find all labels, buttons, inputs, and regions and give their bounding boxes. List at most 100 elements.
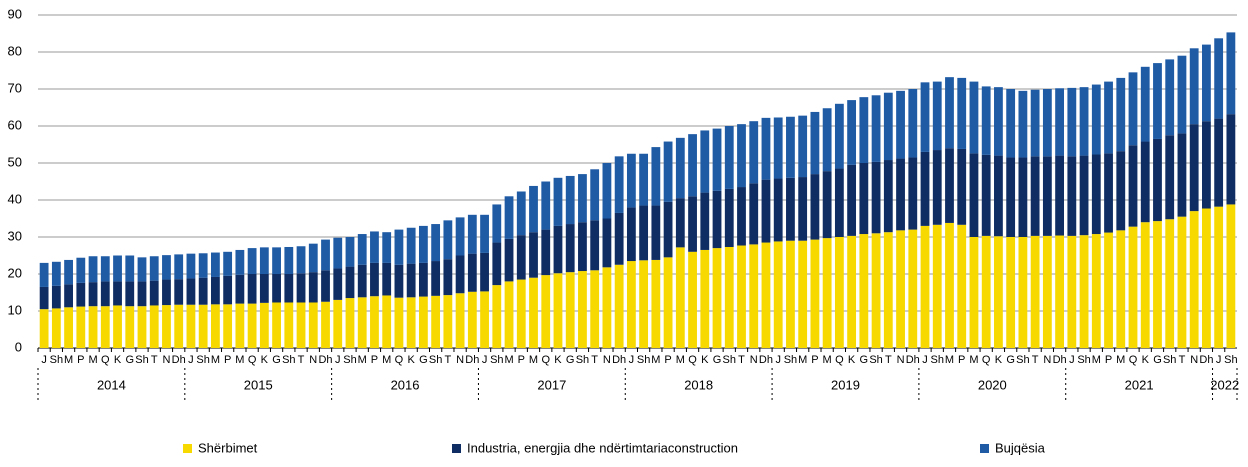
bar-segment xyxy=(847,100,857,165)
bar-segment xyxy=(749,244,759,348)
bar-segment xyxy=(1153,138,1162,222)
bar-segment xyxy=(1006,237,1016,348)
bar-segment xyxy=(1226,114,1236,205)
bar-segment xyxy=(1140,141,1150,223)
bar-segment xyxy=(945,148,954,223)
bar-segment xyxy=(51,261,61,286)
bar-segment xyxy=(688,251,697,348)
bar-segment xyxy=(308,272,318,303)
bar-segment xyxy=(994,236,1003,348)
bar-segment xyxy=(969,153,979,237)
y-tick-label: 60 xyxy=(8,117,22,132)
bar-segment xyxy=(516,235,526,280)
bar-segment xyxy=(883,160,893,233)
bar-segment xyxy=(39,262,49,287)
bar-segment xyxy=(553,225,563,274)
bar-segment xyxy=(394,297,404,348)
bar-segment xyxy=(908,89,918,158)
bar-segment xyxy=(773,178,783,242)
bar-segment xyxy=(920,82,930,152)
bar-segment xyxy=(321,239,330,271)
bar-segment xyxy=(162,279,171,306)
bar-segment xyxy=(113,281,122,306)
bar-segment xyxy=(333,237,343,269)
bar-segment xyxy=(810,174,820,240)
bar-segment xyxy=(186,304,196,348)
bar-segment xyxy=(467,214,477,254)
bar-segment xyxy=(174,254,184,280)
year-label: 2015 xyxy=(244,377,273,392)
bar-segment xyxy=(945,77,954,149)
x-tick-label: P xyxy=(518,354,525,366)
bar-segment xyxy=(296,302,306,348)
bar-segment xyxy=(113,305,122,348)
bar-segment xyxy=(932,150,942,225)
bar-segment xyxy=(1042,156,1052,236)
bar-segment xyxy=(786,240,795,348)
x-tick-label: Dh xyxy=(465,354,479,366)
x-tick-label: G xyxy=(1153,354,1162,366)
bar-segment xyxy=(822,238,832,348)
bar-segment xyxy=(871,95,881,162)
bar-segment xyxy=(247,303,257,348)
x-tick-label: Sh xyxy=(1224,354,1237,366)
legend-swatch xyxy=(452,444,461,453)
x-tick-label: M xyxy=(651,354,660,366)
x-tick-label: Sh xyxy=(490,354,503,366)
bar-segment xyxy=(137,257,147,282)
legend-swatch xyxy=(183,444,192,453)
bar-segment xyxy=(259,302,269,348)
bar-segment xyxy=(504,196,514,239)
bar-segment xyxy=(1140,66,1150,142)
bar-segment xyxy=(969,237,979,348)
bar-segment xyxy=(1006,89,1016,158)
bar-segment xyxy=(761,117,771,180)
bar-segment xyxy=(504,281,514,348)
bar-segment xyxy=(724,126,734,189)
x-tick-label: P xyxy=(811,354,818,366)
bar-segment xyxy=(994,87,1003,156)
bar-segment xyxy=(125,255,135,282)
bar-segment xyxy=(333,299,343,348)
bar-segment xyxy=(247,248,257,274)
bar-segment xyxy=(455,293,465,348)
bar-segment xyxy=(1055,155,1065,236)
bar-segment xyxy=(786,116,795,178)
bar-segment xyxy=(663,201,673,258)
bar-segment xyxy=(186,278,196,305)
bar-segment xyxy=(602,163,612,219)
bar-segment xyxy=(553,177,563,226)
bar-segment xyxy=(480,291,489,348)
bar-segment xyxy=(626,207,636,262)
bar-segment xyxy=(162,255,171,280)
bar-segment xyxy=(1128,226,1138,348)
bar-segment xyxy=(284,302,294,348)
y-tick-label: 50 xyxy=(8,154,22,169)
x-tick-label: G xyxy=(419,354,428,366)
x-tick-label: Sh xyxy=(343,354,356,366)
y-tick-label: 0 xyxy=(15,339,22,354)
x-tick-label: N xyxy=(162,354,170,366)
bar-segment xyxy=(186,253,196,279)
bar-segment xyxy=(113,255,122,282)
bar-segment xyxy=(859,234,869,348)
bar-segment xyxy=(321,301,330,348)
x-tick-label: Dh xyxy=(1053,354,1067,366)
y-tick-label: 80 xyxy=(8,43,22,58)
bar-segment xyxy=(883,92,893,161)
bar-segment xyxy=(639,205,649,261)
bar-segment xyxy=(76,257,86,283)
x-tick-label: J xyxy=(41,354,47,366)
x-tick-label: Sh xyxy=(784,354,797,366)
bar-segment xyxy=(296,273,306,303)
bar-segment xyxy=(871,161,881,234)
bar-segment xyxy=(602,267,612,348)
x-tick-label: G xyxy=(860,354,869,366)
bar-segment xyxy=(541,181,551,230)
bar-segment xyxy=(406,297,416,348)
x-tick-label: M xyxy=(235,354,244,366)
bar-segment xyxy=(1128,72,1138,146)
bar-segment xyxy=(443,295,453,348)
bar-segment xyxy=(259,274,269,303)
